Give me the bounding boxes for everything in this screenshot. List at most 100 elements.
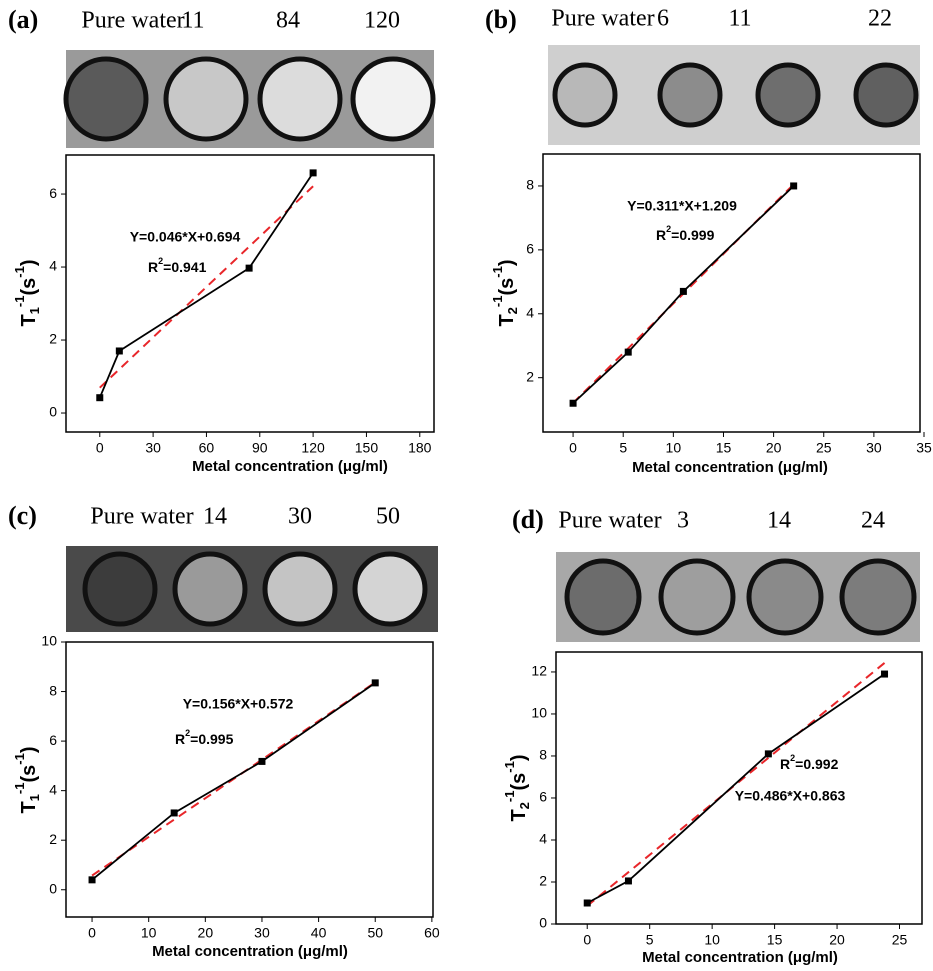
data-point: [765, 750, 772, 757]
x-tick-label: 15: [716, 440, 732, 456]
y-axis-label-part: 2: [505, 307, 520, 314]
x-tick-label: 10: [666, 440, 682, 456]
y-axis-label-part: -1: [502, 791, 517, 803]
sample-label: 30: [288, 504, 312, 530]
r-squared-rest: =0.992: [795, 756, 838, 772]
plot-frame: [66, 155, 434, 432]
x-tick-label: 20: [766, 440, 782, 456]
mri-sample: [260, 59, 340, 139]
mri-sample: [85, 554, 155, 624]
y-axis-label-part: (s: [18, 278, 40, 296]
x-tick-label: 20: [829, 932, 845, 948]
y-tick-label: 10: [531, 705, 547, 721]
r-squared-rest: =0.941: [163, 259, 206, 275]
x-tick-label: 60: [424, 925, 440, 941]
r-squared-base: R: [175, 731, 185, 747]
sample-label: 11: [728, 6, 751, 32]
sample-label: 11: [181, 8, 204, 34]
data-point: [171, 809, 178, 816]
sample-label: 50: [376, 504, 400, 530]
y-tick-label: 2: [526, 368, 534, 384]
figure: (a)Pure water118412003060901201501800246…: [0, 0, 933, 971]
y-axis-label: T2-1(s-1): [490, 259, 520, 326]
x-tick-label: 50: [367, 925, 383, 941]
y-axis-label-part: ): [18, 259, 40, 266]
mri-sample: [758, 65, 818, 125]
mri-sample: [661, 561, 733, 633]
y-tick-label: 4: [49, 781, 57, 797]
x-tick-label: 60: [199, 440, 215, 456]
y-axis-label-part: (s: [496, 278, 518, 296]
mri-sample: [749, 561, 821, 633]
data-point: [89, 876, 96, 883]
x-tick-label: 10: [141, 925, 157, 941]
y-tick-label: 6: [49, 185, 57, 201]
y-tick-label: 4: [49, 258, 57, 274]
y-axis-label-part: T: [496, 314, 518, 326]
y-axis-label-part: T: [18, 801, 40, 813]
x-axis-label: Metal concentration (μg/ml): [632, 459, 828, 476]
sample-label: 120: [364, 8, 400, 34]
y-tick-label: 4: [539, 831, 547, 847]
sample-label: Pure water: [558, 508, 661, 534]
x-tick-label: 150: [355, 440, 379, 456]
x-tick-label: 0: [88, 925, 96, 941]
data-point: [246, 265, 253, 272]
x-tick-label: 120: [301, 440, 325, 456]
sample-label: 3: [677, 508, 689, 534]
data-point: [96, 394, 103, 401]
x-axis-label: Metal concentration (μg/ml): [192, 458, 388, 475]
x-tick-label: 0: [96, 440, 104, 456]
x-tick-label: 30: [254, 925, 270, 941]
x-axis-label: Metal concentration (μg/ml): [152, 943, 348, 960]
mri-sample: [660, 65, 720, 125]
y-axis-label: T2-1(s-1): [502, 754, 532, 821]
y-tick-label: 8: [49, 682, 57, 698]
y-axis-label: T1-1(s-1): [12, 746, 42, 813]
x-tick-label: 5: [619, 440, 627, 456]
fit-equation: Y=0.046*X+0.694: [130, 229, 241, 245]
y-axis-label-part: ): [508, 754, 530, 761]
x-tick-label: 90: [252, 440, 268, 456]
mri-sample: [355, 554, 425, 624]
y-axis-label-part: -1: [12, 783, 27, 795]
y-tick-label: 0: [49, 404, 57, 420]
mri-sample: [842, 561, 914, 633]
data-point: [625, 349, 632, 356]
x-tick-label: 20: [198, 925, 214, 941]
y-axis-label-part: T: [508, 809, 530, 821]
y-tick-label: 8: [539, 747, 547, 763]
r-squared: R2=0.992: [780, 753, 839, 771]
y-axis-label-part: 1: [27, 794, 42, 801]
r-squared-base: R: [656, 227, 666, 243]
data-point: [258, 758, 265, 765]
y-axis-label-part: T: [18, 314, 40, 326]
y-tick-label: 2: [49, 831, 57, 847]
mri-sample: [175, 554, 245, 624]
x-tick-label: 15: [767, 932, 783, 948]
y-tick-label: 2: [539, 873, 547, 889]
data-point: [310, 169, 317, 176]
y-tick-label: 12: [531, 663, 547, 679]
x-tick-label: 25: [892, 932, 908, 948]
plot-frame: [543, 154, 920, 432]
r-squared: R2=0.999: [656, 224, 715, 242]
y-axis-label-part: -1: [502, 761, 517, 773]
fit-equation: Y=0.486*X+0.863: [735, 788, 846, 804]
r-squared: R2=0.941: [148, 256, 207, 274]
data-point: [881, 671, 888, 678]
x-tick-label: 40: [311, 925, 327, 941]
data-line: [92, 683, 375, 880]
y-axis-label-part: -1: [12, 266, 27, 278]
x-tick-label: 10: [704, 932, 720, 948]
y-tick-label: 10: [41, 633, 57, 649]
y-axis-label-part: (s: [508, 773, 530, 791]
x-tick-label: 0: [583, 932, 591, 948]
y-axis-label-part: ): [18, 746, 40, 753]
r-squared-rest: =0.995: [190, 731, 233, 747]
sample-label: Pure water: [90, 504, 193, 530]
sample-label: Pure water: [551, 6, 654, 32]
y-axis-label: T1-1(s-1): [12, 259, 42, 326]
y-axis-label-part: (s: [18, 765, 40, 783]
fit-line: [100, 186, 313, 387]
